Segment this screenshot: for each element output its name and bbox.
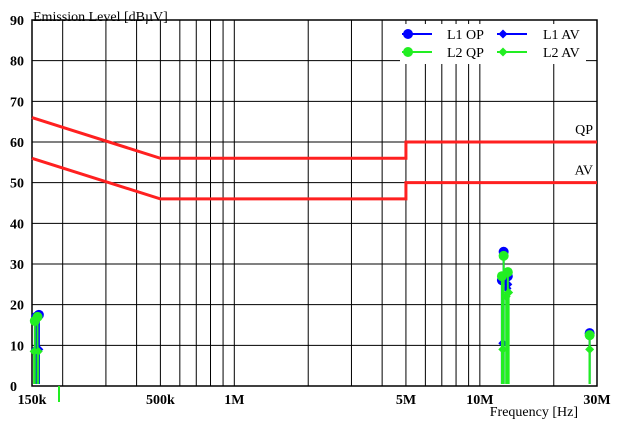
- x-axis-label: Frequency [Hz]: [490, 405, 578, 420]
- limit-line-qp: [31, 116, 597, 160]
- legend-label: L1 AV: [543, 28, 580, 43]
- y-tick-label: 60: [10, 136, 24, 151]
- x-tick-label: 500k: [146, 393, 175, 408]
- data-point: [32, 311, 43, 322]
- legend-box: [400, 24, 586, 64]
- data-point: [498, 250, 509, 261]
- x-tick-label: 30M: [583, 393, 610, 408]
- legend-label: L1 OP: [447, 28, 484, 43]
- y-tick-label: 40: [10, 217, 24, 232]
- limit-label-qp: QP: [575, 123, 593, 138]
- x-tick-label: 1M: [224, 393, 244, 408]
- x-tick-label: 10M: [466, 393, 493, 408]
- data-point: [33, 346, 43, 356]
- limit-line-av: [31, 156, 597, 201]
- y-axis-label: Emission Level [dBµV]: [33, 10, 168, 25]
- data-point: [502, 267, 513, 278]
- legend-marker: [403, 47, 413, 57]
- data-point: [498, 344, 508, 354]
- y-tick-label: 0: [10, 380, 17, 395]
- legend-marker: [498, 47, 508, 57]
- legend-marker: [403, 29, 413, 39]
- plot-frame: [31, 19, 598, 387]
- axis-ticks: 0 10 20 30 40 50 60 70 80 90 150k 500k 1M 5M 10M 30M: [10, 14, 611, 408]
- y-tick-label: 30: [10, 258, 24, 273]
- y-tick-label: 50: [10, 177, 24, 192]
- y-tick-label: 70: [10, 95, 24, 110]
- y-tick-label: 20: [10, 299, 24, 314]
- data-point: [584, 330, 595, 341]
- x-tick-label: 5M: [396, 393, 416, 408]
- legend-marker: [498, 29, 508, 39]
- y-tick-label: 80: [10, 55, 24, 70]
- y-tick-label: 90: [10, 14, 24, 29]
- legend-label: L2 QP: [447, 46, 484, 61]
- legend-label: L2 AV: [543, 46, 580, 61]
- limit-label-av: AV: [575, 164, 593, 179]
- y-tick-label: 10: [10, 339, 24, 354]
- chart-grid: [31, 19, 598, 387]
- limit-lines: QP AV: [31, 116, 597, 201]
- x-tick-label: 150k: [18, 393, 47, 408]
- data-point: [504, 287, 514, 297]
- data-point: [585, 344, 595, 354]
- legend: L1 OP L1 AV L2 QP L2 AV: [400, 24, 586, 64]
- data-points: [29, 246, 595, 402]
